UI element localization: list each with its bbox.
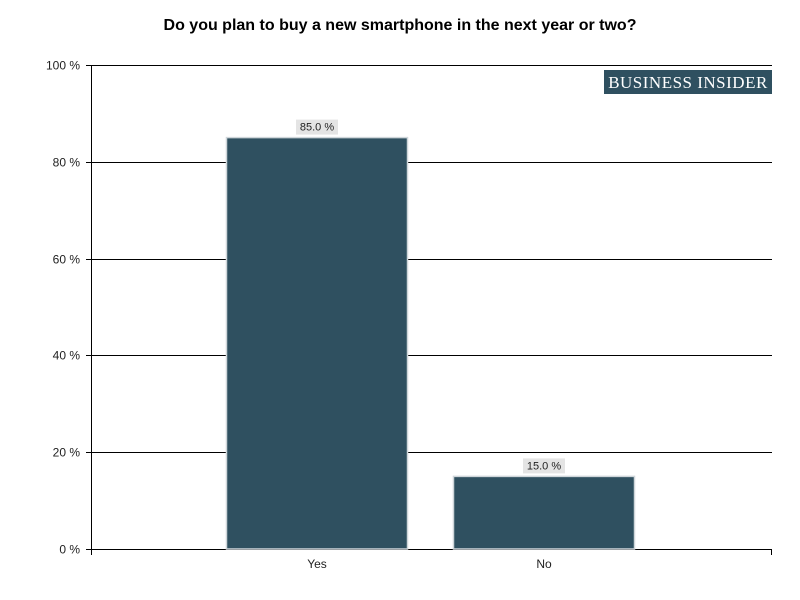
brand-logo-background: [604, 70, 772, 94]
data-label-background: [523, 458, 565, 474]
x-tick-label: Yes: [307, 557, 327, 571]
bar-no: [452, 475, 636, 550]
brand-logo: BUSINESS INSIDER: [604, 70, 772, 94]
bar-yes: [225, 136, 409, 550]
x-tick-labels: Yes No: [307, 557, 552, 571]
data-label-background: [296, 119, 338, 135]
data-label: 15.0 %: [527, 460, 561, 472]
chart-title: Do you plan to buy a new smartphone in t…: [163, 17, 637, 34]
y-tick-label: 40 %: [53, 349, 81, 363]
axes: [86, 65, 772, 555]
data-label: 85.0 %: [300, 122, 334, 134]
y-tick-labels: 0 % 20 % 40 % 60 % 80 % 100 %: [46, 59, 80, 557]
gridlines: [91, 65, 772, 550]
x-tick-label: No: [536, 557, 552, 571]
y-tick-label: 80 %: [53, 156, 81, 170]
y-tick-label: 100 %: [46, 59, 80, 73]
bars: 85.0 % 15.0 %: [225, 119, 636, 550]
y-tick-label: 20 %: [53, 446, 81, 460]
y-tick-label: 0 %: [59, 543, 80, 557]
brand-logo-text: BUSINESS INSIDER: [608, 73, 768, 92]
y-tick-label: 60 %: [53, 253, 81, 267]
